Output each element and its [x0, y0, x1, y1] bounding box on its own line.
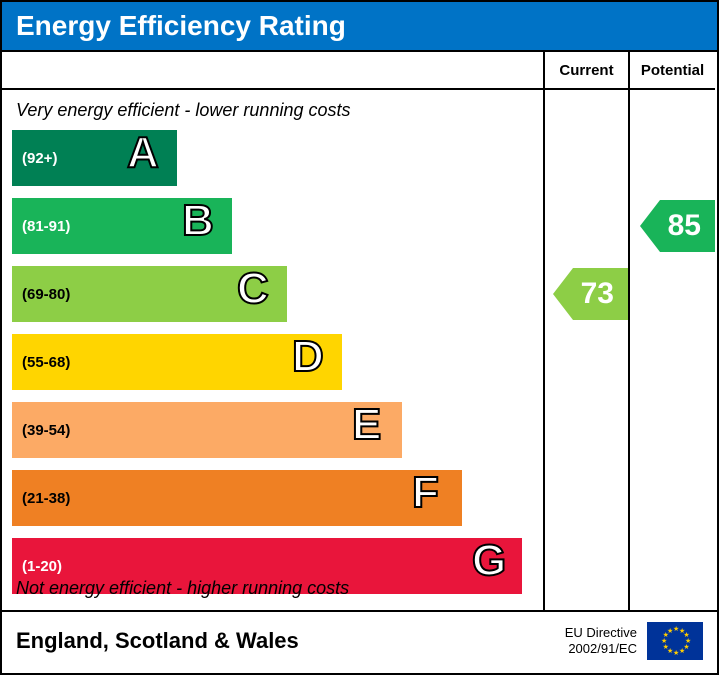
footer-region: England, Scotland & Wales [16, 628, 299, 654]
potential-header: Potential [630, 52, 715, 90]
eu-star: ★ [673, 650, 679, 658]
band-letter-b: B [182, 196, 214, 246]
band-range-d: (55-68) [22, 354, 70, 371]
eu-star: ★ [667, 628, 673, 636]
band-bar-e: (39-54) [12, 402, 402, 458]
current-badge-value: 73 [573, 268, 628, 320]
band-letter-a: A [127, 128, 159, 178]
current-header: Current [545, 52, 628, 90]
epc-chart: Energy Efficiency Rating Very energy eff… [0, 0, 719, 675]
band-range-f: (21-38) [22, 490, 70, 507]
band-row-c: (69-80) C [2, 264, 543, 324]
bands-header-empty [2, 52, 543, 90]
chart-title: Energy Efficiency Rating [2, 2, 717, 52]
band-letter-e: E [352, 400, 381, 450]
band-range-e: (39-54) [22, 422, 70, 439]
potential-column: Potential 85 [630, 52, 715, 610]
current-area: 73 [545, 90, 628, 610]
top-note: Very energy efficient - lower running co… [2, 96, 543, 128]
potential-area: 85 [630, 90, 715, 610]
eu-flag-icon: ★★★★★★★★★★★★ [647, 622, 703, 660]
current-column: Current 73 [545, 52, 630, 610]
band-letter-g: G [472, 536, 506, 586]
band-row-f: (21-38) F [2, 468, 543, 528]
band-row-a: (92+) A [2, 128, 543, 188]
potential-badge: 85 [640, 200, 715, 252]
band-row-d: (55-68) D [2, 332, 543, 392]
footer-directive: EU Directive 2002/91/EC [565, 625, 637, 656]
bands-holder: (92+) A (81-91) B (69-80) C (55-68) D (39-54) E (2… [2, 128, 543, 596]
potential-badge-value: 85 [660, 200, 715, 252]
band-letter-f: F [412, 468, 439, 518]
bottom-note: Not energy efficient - higher running co… [2, 574, 349, 606]
footer-right: EU Directive 2002/91/EC ★★★★★★★★★★★★ [565, 622, 703, 660]
footer: England, Scotland & Wales EU Directive 2… [2, 610, 717, 670]
potential-badge-tip [640, 200, 660, 252]
current-badge-tip [553, 268, 573, 320]
chart-body: Very energy efficient - lower running co… [2, 52, 717, 610]
band-letter-c: C [237, 264, 269, 314]
directive-line1: EU Directive [565, 625, 637, 640]
eu-star: ★ [679, 648, 685, 656]
current-badge: 73 [553, 268, 628, 320]
band-range-g: (1-20) [22, 558, 62, 575]
band-row-e: (39-54) E [2, 400, 543, 460]
band-range-b: (81-91) [22, 218, 70, 235]
band-letter-d: D [292, 332, 324, 382]
band-range-a: (92+) [22, 150, 57, 167]
chart-area: Very energy efficient - lower running co… [2, 90, 543, 610]
band-range-c: (69-80) [22, 286, 70, 303]
bands-column: Very energy efficient - lower running co… [2, 52, 545, 610]
band-bar-f: (21-38) [12, 470, 462, 526]
directive-line2: 2002/91/EC [568, 641, 637, 656]
band-row-b: (81-91) B [2, 196, 543, 256]
